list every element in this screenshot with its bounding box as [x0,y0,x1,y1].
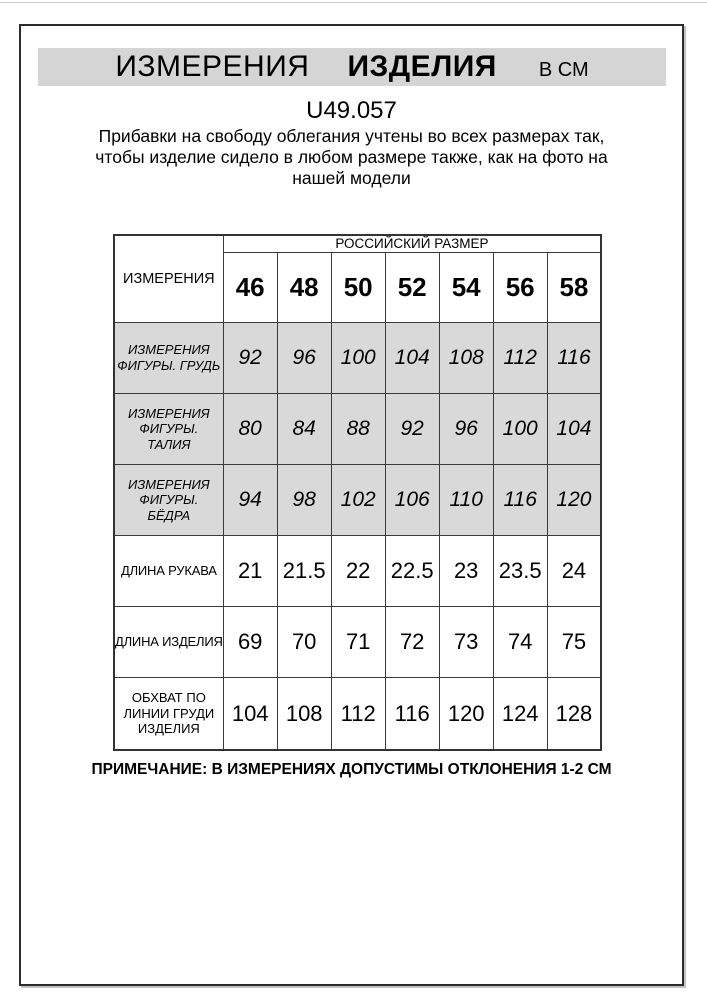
cell-value: 120 [438,677,494,751]
cell-value: 112 [330,677,386,751]
size-col-header-48: 48 [276,252,332,323]
cell-value: 94 [222,464,278,536]
cell-value: 88 [330,393,386,465]
size-col-header-54: 54 [438,252,494,323]
cell-value: 23 [438,535,494,607]
cell-value: 74 [492,606,548,678]
cell-value: 21 [222,535,278,607]
cell-value: 110 [438,464,494,536]
cell-value: 104 [546,393,602,465]
article-code: U49.057 [306,97,397,124]
cell-value: 100 [492,393,548,465]
title-banner: ИЗМЕРЕНИЯ ИЗДЕЛИЯ В СМ [38,48,666,86]
cell-value: 116 [384,677,440,751]
table-row-figure-waist: ИЗМЕРЕНИЯ ФИГУРЫ. ТАЛИЯ 80 84 88 92 96 1… [113,393,602,465]
cell-value: 96 [438,393,494,465]
cell-value: 80 [222,393,278,465]
row-label-sleeve-length: ДЛИНА РУКАВА [113,535,224,607]
cell-value: 84 [276,393,332,465]
cell-value: 71 [330,606,386,678]
cell-value: 112 [492,322,548,394]
intro-line: Прибавки на свободу облегания учтены во … [98,126,605,146]
cell-value: 108 [438,322,494,394]
cell-value: 73 [438,606,494,678]
cell-value: 108 [276,677,332,751]
row-label-figure-waist: ИЗМЕРЕНИЯ ФИГУРЫ. ТАЛИЯ [113,393,224,465]
cell-value: 24 [546,535,602,607]
table-corner-header: ИЗМЕРЕНИЯ [113,234,224,323]
cell-value: 22.5 [384,535,440,607]
intro-paragraph: Прибавки на свободу облегания учтены во … [19,126,684,189]
cell-value: 100 [330,322,386,394]
title-product: ИЗДЕЛИЯ [347,50,497,83]
intro-line: чтобы изделие сидело в любом размере так… [95,147,608,167]
page-top-edge-line [0,2,707,3]
row-label-figure-hips: ИЗМЕРЕНИЯ ФИГУРЫ. БЁДРА [113,464,224,536]
cell-value: 69 [222,606,278,678]
table-row-group-header: ИЗМЕРЕНИЯ РОССИЙСКИЙ РАЗМЕР [113,234,602,323]
cell-value: 124 [492,677,548,751]
size-col-header-46: 46 [222,252,278,323]
cell-value: 120 [546,464,602,536]
row-label-figure-chest: ИЗМЕРЕНИЯ ФИГУРЫ. ГРУДЬ [113,322,224,394]
cell-value: 104 [384,322,440,394]
cell-value: 116 [492,464,548,536]
size-col-header-58: 58 [546,252,602,323]
cell-value: 102 [330,464,386,536]
cell-value: 72 [384,606,440,678]
cell-value: 23.5 [492,535,548,607]
tolerance-note: ПРИМЕЧАНИЕ: В ИЗМЕРЕНИЯХ ДОПУСТИМЫ ОТКЛО… [91,761,612,778]
size-table: ИЗМЕРЕНИЯ РОССИЙСКИЙ РАЗМЕР 46 48 50 52 … [113,234,603,751]
russian-size-group-header: РОССИЙСКИЙ РАЗМЕР [222,234,602,253]
cell-value: 21.5 [276,535,332,607]
cell-value: 92 [384,393,440,465]
size-col-header-56: 56 [492,252,548,323]
size-col-header-52: 52 [384,252,440,323]
cell-value: 106 [384,464,440,536]
cell-value: 70 [276,606,332,678]
cell-value: 22 [330,535,386,607]
cell-value: 96 [276,322,332,394]
row-label-chest-girth: ОБХВАТ ПО ЛИНИИ ГРУДИ ИЗДЕЛИЯ [113,677,224,751]
table-row-figure-chest: ИЗМЕРЕНИЯ ФИГУРЫ. ГРУДЬ 92 96 100 104 10… [113,322,602,394]
table-row-chest-girth: ОБХВАТ ПО ЛИНИИ ГРУДИ ИЗДЕЛИЯ 104 108 11… [113,677,602,751]
intro-line: нашей модели [292,168,411,188]
cell-value: 128 [546,677,602,751]
cell-value: 116 [546,322,602,394]
cell-value: 104 [222,677,278,751]
table-row-figure-hips: ИЗМЕРЕНИЯ ФИГУРЫ. БЁДРА 94 98 102 106 11… [113,464,602,536]
size-col-header-50: 50 [330,252,386,323]
cell-value: 92 [222,322,278,394]
title-measurements: ИЗМЕРЕНИЯ [115,50,310,83]
cell-value: 98 [276,464,332,536]
table-row-sleeve-length: ДЛИНА РУКАВА 21 21.5 22 22.5 23 23.5 24 [113,535,602,607]
table-row-product-length: ДЛИНА ИЗДЕЛИЯ 69 70 71 72 73 74 75 [113,606,602,678]
row-label-product-length: ДЛИНА ИЗДЕЛИЯ [113,606,224,678]
cell-value: 75 [546,606,602,678]
title-unit-cm: В СМ [538,59,589,81]
